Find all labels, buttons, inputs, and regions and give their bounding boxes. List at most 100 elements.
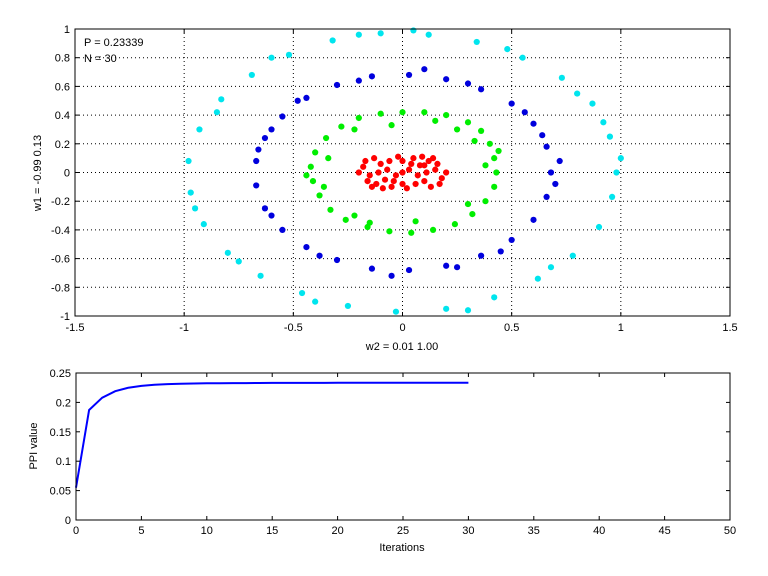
scatter-point-ring-2 <box>478 127 485 134</box>
scatter-point-ring-2 <box>443 112 450 119</box>
scatter-points <box>185 27 624 315</box>
scatter-point-ring-2 <box>322 134 330 142</box>
scatter-point-ring-1 <box>377 160 384 167</box>
scatter-point-ring-4 <box>248 71 255 79</box>
scatter-point-ring-3 <box>333 256 341 264</box>
scatter-point-ring-2 <box>386 228 393 235</box>
scatter-point-ring-4 <box>464 307 472 314</box>
scatter-point-ring-1 <box>410 155 417 162</box>
scatter-point-ring-2 <box>399 109 406 116</box>
scatter-point-ring-4 <box>617 155 624 162</box>
line-y-tick-label: 0.1 <box>56 456 71 468</box>
scatter-point-ring-4 <box>257 272 264 279</box>
scatter-point-ring-2 <box>464 200 472 208</box>
scatter-point-ring-4 <box>392 308 400 315</box>
scatter-point-ring-1 <box>386 157 393 165</box>
scatter-x-tick-label: 0.5 <box>504 322 519 334</box>
scatter-point-ring-1 <box>443 169 450 176</box>
scatter-point-ring-2 <box>421 109 428 116</box>
scatter-point-ring-1 <box>381 176 389 183</box>
line-y-tick-label: 0.2 <box>56 397 71 409</box>
scatter-point-ring-4 <box>185 157 192 165</box>
scatter-point-ring-4 <box>558 74 565 81</box>
scatter-point-ring-1 <box>360 163 367 170</box>
scatter-point-ring-4 <box>187 189 194 196</box>
line-x-tick-label: 30 <box>462 525 474 537</box>
line-x-tick-label: 5 <box>138 525 144 537</box>
scatter-point-ring-2 <box>451 221 458 228</box>
scatter-point-ring-3 <box>556 157 563 165</box>
scatter-point-ring-2 <box>325 155 332 162</box>
scatter-point-ring-3 <box>261 134 269 142</box>
scatter-point-ring-1 <box>419 153 426 160</box>
scatter-point-ring-1 <box>355 169 362 176</box>
scatter-point-ring-2 <box>366 219 373 226</box>
scatter-point-ring-3 <box>261 205 269 212</box>
scatter-point-ring-2 <box>303 172 310 179</box>
scatter-point-ring-2 <box>309 178 317 185</box>
scatter-point-ring-1 <box>390 178 397 185</box>
scatter-point-ring-2 <box>482 198 489 205</box>
annotation-n: N = 30 <box>84 53 117 65</box>
scatter-point-ring-1 <box>373 180 380 188</box>
scatter-point-ring-1 <box>423 169 430 176</box>
line-y-label: PPI value <box>28 422 40 469</box>
scatter-point-ring-1 <box>399 157 406 165</box>
scatter-point-ring-4 <box>443 305 450 312</box>
scatter-point-ring-4 <box>312 298 319 305</box>
scatter-point-ring-3 <box>543 143 550 150</box>
scatter-point-ring-1 <box>436 180 443 188</box>
scatter-y-tick-label: 0.8 <box>55 53 70 65</box>
line-x-label: Iterations <box>379 542 425 554</box>
scatter-point-ring-4 <box>425 31 432 38</box>
line-ticks: 0 5 10 15 20 25 30 35 40 45 50 0 0.05 0.1 0.15 0.2 0.25 <box>50 368 737 537</box>
scatter-point-ring-4 <box>268 54 275 61</box>
line-x-tick-label: 40 <box>593 525 605 537</box>
scatter-point-ring-2 <box>412 218 419 225</box>
scatter-point-ring-4 <box>609 193 616 200</box>
scatter-point-ring-3 <box>547 169 555 176</box>
scatter-point-ring-2 <box>351 212 358 219</box>
line-y-tick-label: 0.25 <box>50 368 71 380</box>
scatter-y-tick-label: 0 <box>64 168 70 180</box>
scatter-point-ring-1 <box>375 169 382 176</box>
scatter-point-ring-1 <box>421 162 428 169</box>
scatter-x-tick-label: -1.5 <box>66 322 85 334</box>
scatter-point-ring-4 <box>589 100 596 107</box>
scatter-point-ring-1 <box>416 162 424 169</box>
scatter-point-ring-4 <box>595 223 603 231</box>
scatter-point-ring-3 <box>279 226 286 233</box>
annotation-p: P = 0.23339 <box>84 37 143 49</box>
scatter-point-ring-4 <box>218 96 225 103</box>
scatter-point-ring-3 <box>255 146 262 153</box>
scatter-y-tick-label: 0.6 <box>55 81 70 93</box>
scatter-point-ring-3 <box>333 81 341 89</box>
scatter-point-ring-1 <box>366 172 373 179</box>
scatter-point-ring-3 <box>388 272 395 279</box>
scatter-point-ring-4 <box>213 109 221 116</box>
scatter-point-ring-2 <box>486 140 493 147</box>
scatter-point-ring-3 <box>294 97 301 104</box>
scatter-x-tick-label: 1.5 <box>722 322 737 334</box>
scatter-point-ring-4 <box>473 38 480 46</box>
line-x-tick-label: 20 <box>331 525 343 537</box>
scatter-point-ring-4 <box>298 289 306 297</box>
scatter-point-ring-3 <box>539 132 546 139</box>
line-y-tick-label: 0 <box>65 515 71 527</box>
scatter-point-ring-1 <box>429 155 437 162</box>
scatter-point-ring-3 <box>253 157 260 165</box>
scatter-point-ring-2 <box>471 137 478 145</box>
scatter-point-ring-2 <box>453 126 461 133</box>
scatter-point-ring-1 <box>362 157 369 165</box>
scatter-point-ring-1 <box>388 183 395 190</box>
scatter-point-ring-4 <box>613 169 620 176</box>
scatter-point-ring-1 <box>368 183 376 190</box>
scatter-point-ring-1 <box>379 185 386 192</box>
line-y-tick-label: 0.05 <box>50 486 71 498</box>
line-x-tick-label: 35 <box>528 525 540 537</box>
scatter-point-ring-2 <box>307 163 314 170</box>
scatter-point-ring-3 <box>303 244 310 251</box>
scatter-point-ring-3 <box>368 265 376 272</box>
scatter-point-ring-2 <box>377 110 384 117</box>
